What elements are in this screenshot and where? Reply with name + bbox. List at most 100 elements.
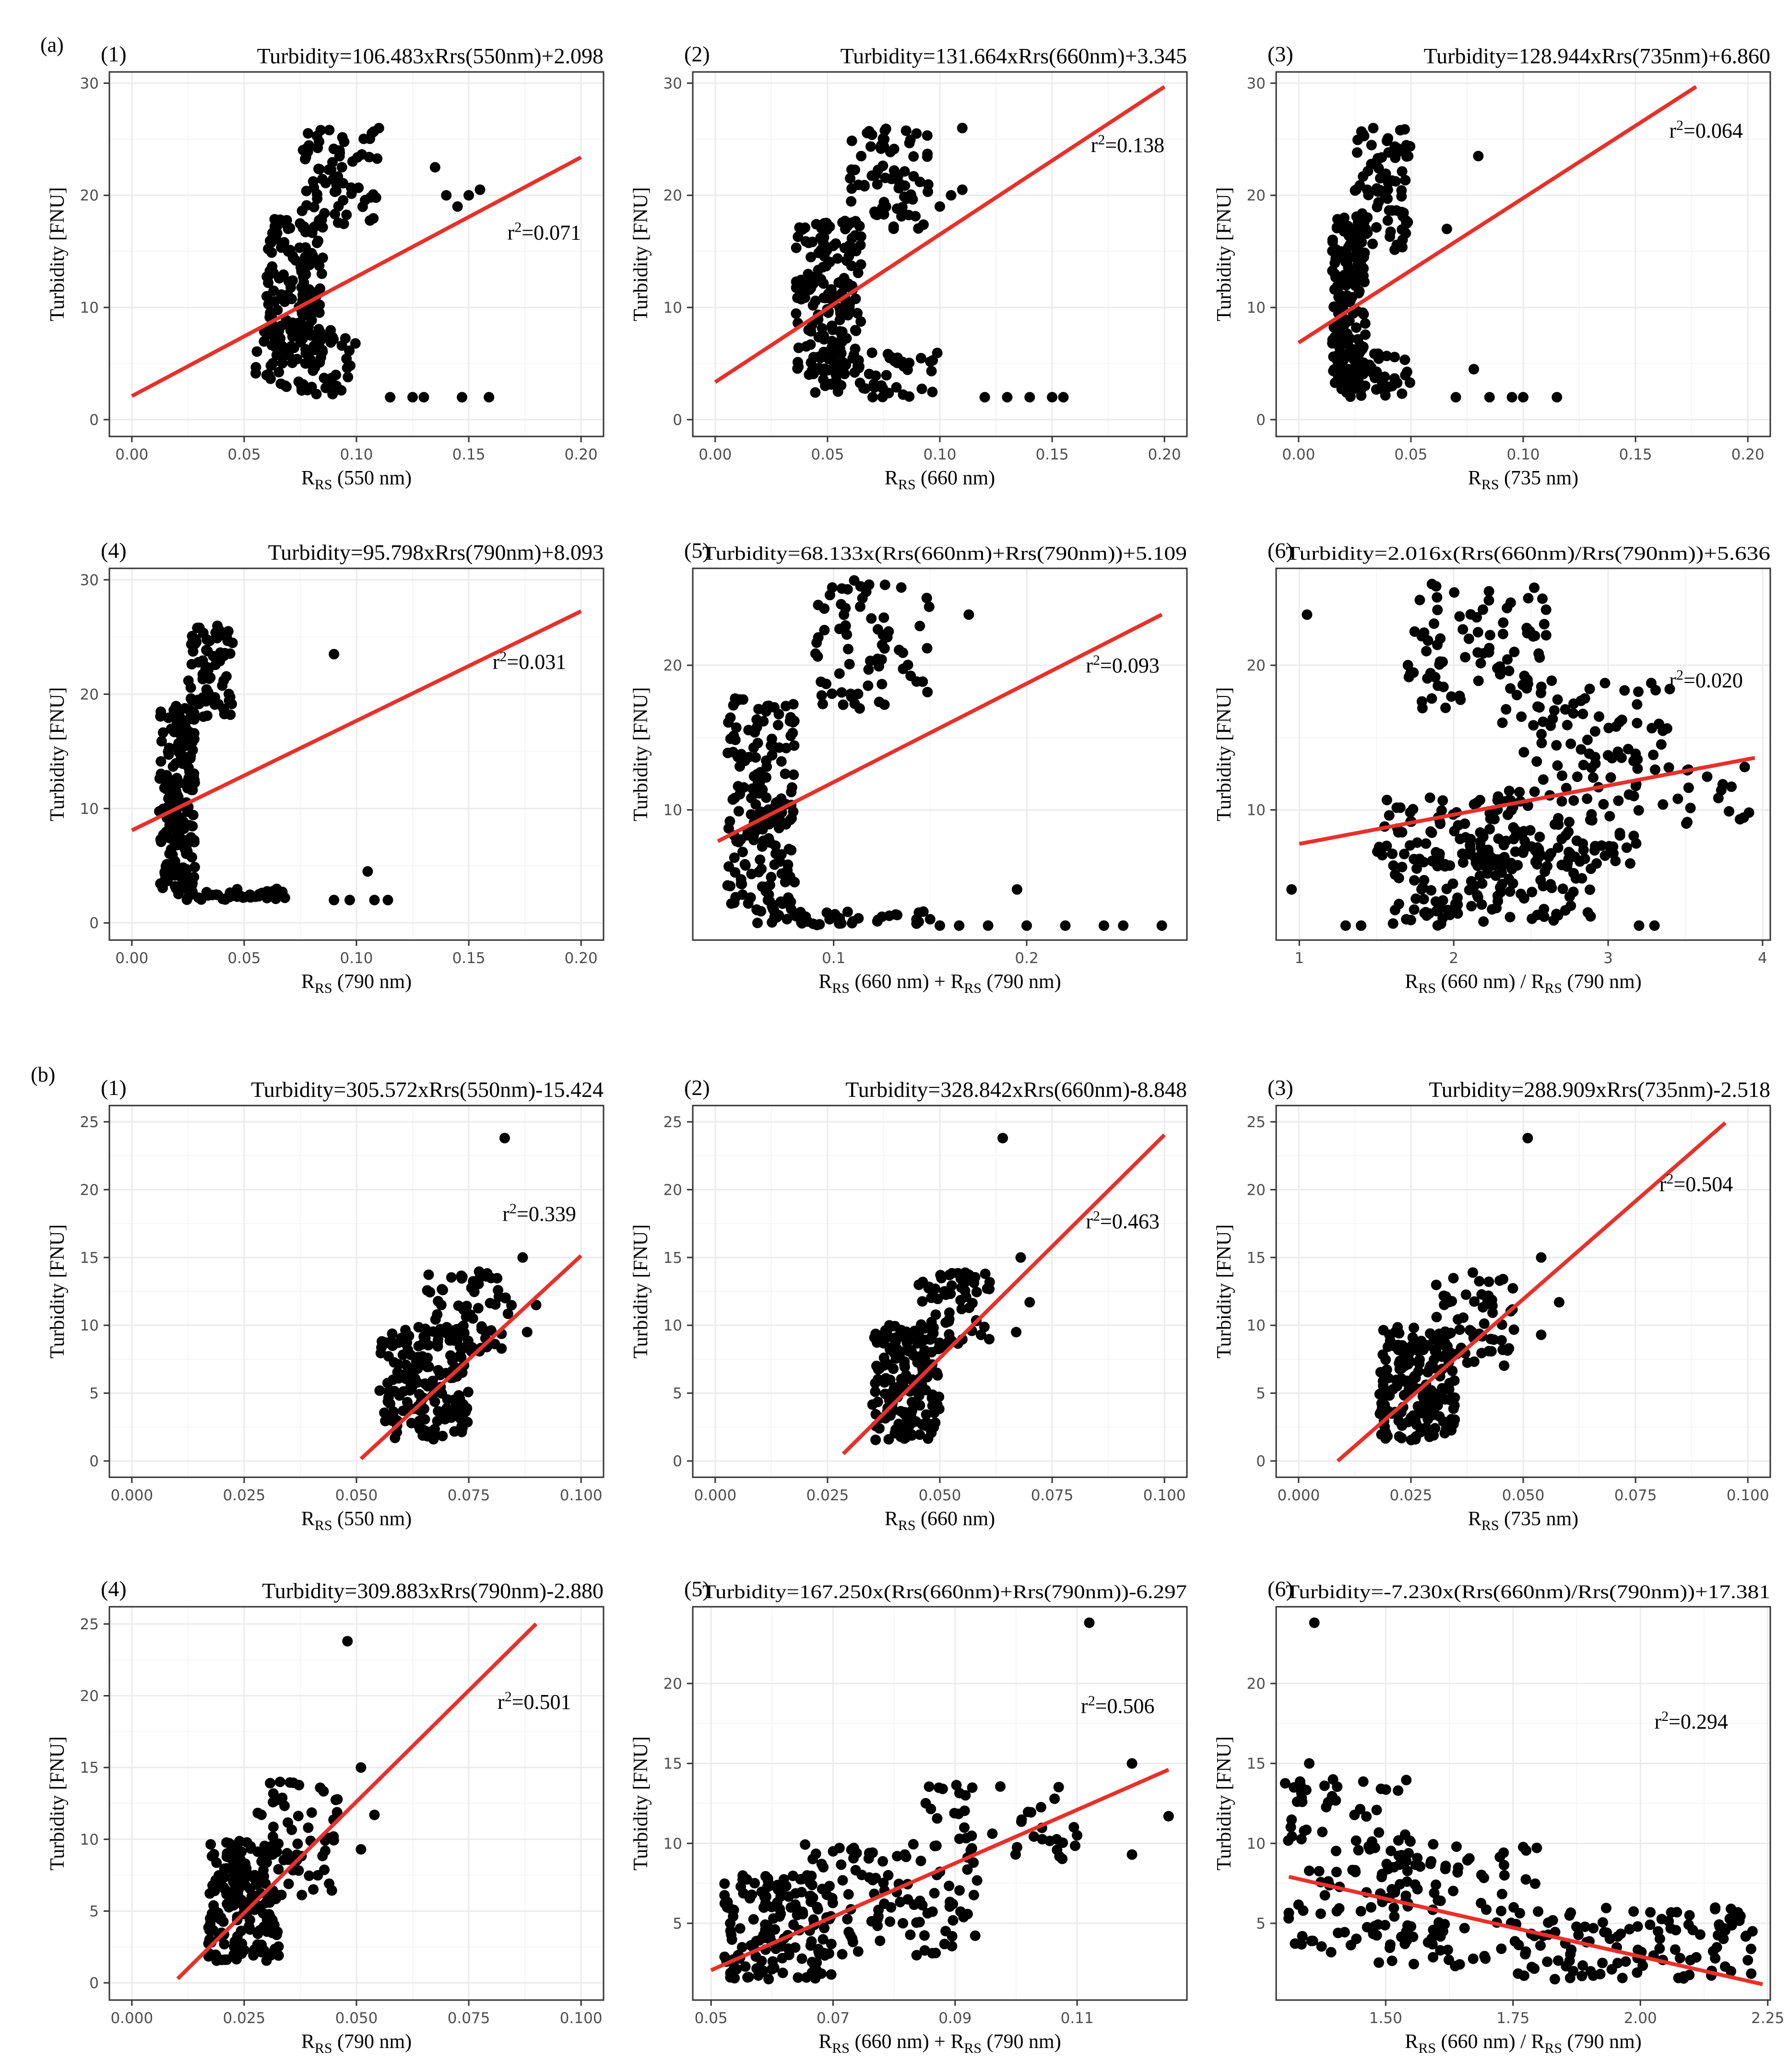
data-point — [213, 1870, 225, 1881]
data-point — [879, 643, 890, 654]
data-point — [198, 711, 209, 722]
data-point — [843, 241, 854, 252]
data-point — [1598, 799, 1609, 810]
y-tick-label: 10 — [1247, 299, 1266, 317]
data-point — [922, 130, 933, 141]
data-point — [407, 392, 418, 403]
data-point — [729, 897, 740, 908]
data-point — [1547, 1915, 1558, 1926]
data-point — [1333, 371, 1344, 382]
data-point — [789, 877, 800, 888]
data-point — [1304, 1758, 1315, 1769]
data-point — [1334, 342, 1345, 353]
data-point — [283, 1878, 294, 1889]
data-point — [818, 232, 829, 243]
data-point — [174, 826, 185, 837]
data-point — [382, 1377, 393, 1389]
data-point — [1577, 838, 1588, 849]
y-tick-label: 20 — [663, 1675, 682, 1693]
data-point — [785, 712, 796, 723]
r-squared-label: r2=0.506 — [1081, 1693, 1154, 1718]
x-tick-label: 2 — [1449, 950, 1458, 967]
data-point — [905, 1929, 916, 1940]
data-point — [838, 699, 849, 710]
data-point — [154, 773, 165, 784]
data-point — [749, 727, 760, 738]
y-tick-label: 15 — [663, 1755, 682, 1773]
data-point — [1565, 738, 1576, 749]
data-point — [1410, 893, 1422, 904]
data-point — [1499, 1360, 1510, 1371]
panel-number: (1) — [101, 42, 127, 66]
data-point — [877, 679, 888, 690]
y-axis-label: Turbidity [FNU] — [630, 187, 652, 321]
y-tick-label: 20 — [1247, 187, 1266, 204]
data-point — [1507, 1283, 1518, 1294]
data-point — [948, 1915, 959, 1926]
data-point — [870, 370, 881, 381]
data-point — [1582, 734, 1593, 745]
data-point — [743, 898, 754, 909]
data-point — [456, 1426, 467, 1437]
data-point — [1624, 858, 1635, 869]
data-point — [1432, 592, 1443, 603]
data-point — [1747, 1926, 1758, 1937]
data-point — [1515, 1908, 1526, 1919]
data-point — [261, 887, 272, 898]
data-point — [896, 582, 907, 593]
data-point — [1691, 1952, 1702, 1963]
data-point — [1597, 1917, 1608, 1928]
x-tick-label: 0.2 — [1015, 950, 1038, 967]
data-point — [1402, 1359, 1413, 1370]
data-point — [1661, 723, 1672, 734]
scatter-panel: 0.00 0.05 0.10 0.15 0.20 0 10 20 30 RRS (735 nm) T… — [1213, 42, 1771, 493]
r-squared-label: r2=0.031 — [493, 648, 566, 673]
data-point — [1393, 1415, 1404, 1426]
x-axis-label: RRS (790 nm) — [301, 971, 412, 996]
data-point — [1010, 1849, 1021, 1860]
data-point — [863, 680, 874, 691]
x-tick-label: 0.000 — [110, 1487, 153, 1504]
data-point — [797, 1907, 808, 1918]
data-point — [870, 1386, 881, 1397]
data-point — [1522, 678, 1533, 689]
x-axis-label: RRS (550 nm) — [301, 1508, 412, 1533]
data-point — [1126, 1758, 1137, 1769]
data-point — [810, 387, 821, 398]
data-point — [1473, 151, 1484, 162]
data-point — [209, 692, 220, 703]
data-point — [1637, 1960, 1648, 1971]
data-point — [1330, 1795, 1341, 1806]
data-point — [1498, 1860, 1509, 1871]
data-point — [1612, 746, 1623, 757]
x-tick-label: 0.10 — [923, 446, 956, 463]
data-point — [1021, 920, 1032, 931]
data-point — [1633, 805, 1644, 816]
regression-line — [131, 609, 582, 832]
data-point — [872, 179, 883, 190]
data-point — [312, 142, 323, 153]
data-point — [1621, 842, 1632, 853]
data-point — [1684, 1910, 1695, 1921]
data-point — [422, 1285, 433, 1296]
data-point — [932, 1294, 943, 1305]
data-point — [813, 351, 824, 362]
data-point — [935, 920, 945, 931]
y-tick-label: 30 — [80, 572, 99, 589]
data-point — [1585, 1966, 1596, 1977]
data-point — [834, 624, 845, 635]
data-point — [1537, 593, 1548, 604]
data-point — [1011, 884, 1022, 895]
x-tick-label: 0.025 — [223, 1487, 266, 1504]
data-point — [1444, 1377, 1455, 1389]
data-point — [1623, 789, 1635, 800]
data-point — [236, 1925, 247, 1936]
data-point — [888, 1363, 899, 1374]
data-point — [1389, 373, 1400, 384]
x-tick-label: 0.05 — [227, 446, 261, 463]
data-point — [812, 651, 823, 662]
data-point — [372, 153, 383, 164]
data-point — [872, 916, 883, 927]
y-tick-label: 20 — [663, 1181, 682, 1199]
data-point — [308, 176, 319, 187]
